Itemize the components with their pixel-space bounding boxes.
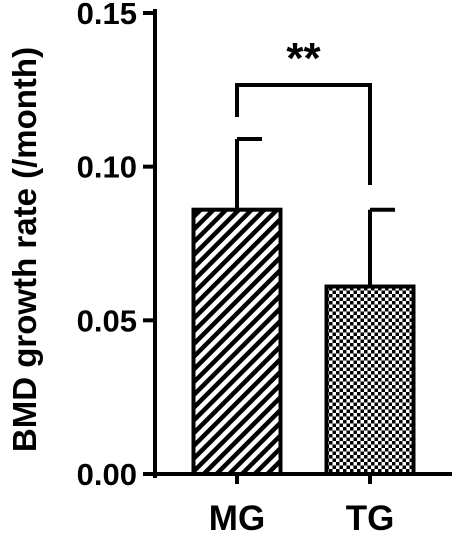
- significance-label: **: [286, 34, 321, 83]
- y-tick-label: 0.05: [77, 303, 137, 338]
- y-tick-label: 0.10: [77, 150, 137, 185]
- labels: 0.00 0.05 0.10 0.15 BMD growth rate (/month)…: [6, 0, 394, 536]
- y-tick-label: 0.00: [77, 457, 137, 492]
- x-tick-label-mg: MG: [209, 499, 265, 536]
- bars: [191, 83, 416, 476]
- x-tick-label-tg: TG: [346, 499, 395, 536]
- y-tick-label: 0.15: [77, 0, 137, 31]
- significance-bracket: [235, 83, 372, 185]
- y-axis-title: BMD growth rate (/month): [6, 47, 43, 452]
- bar-mg: [191, 207, 283, 476]
- bar-tg: [324, 284, 416, 476]
